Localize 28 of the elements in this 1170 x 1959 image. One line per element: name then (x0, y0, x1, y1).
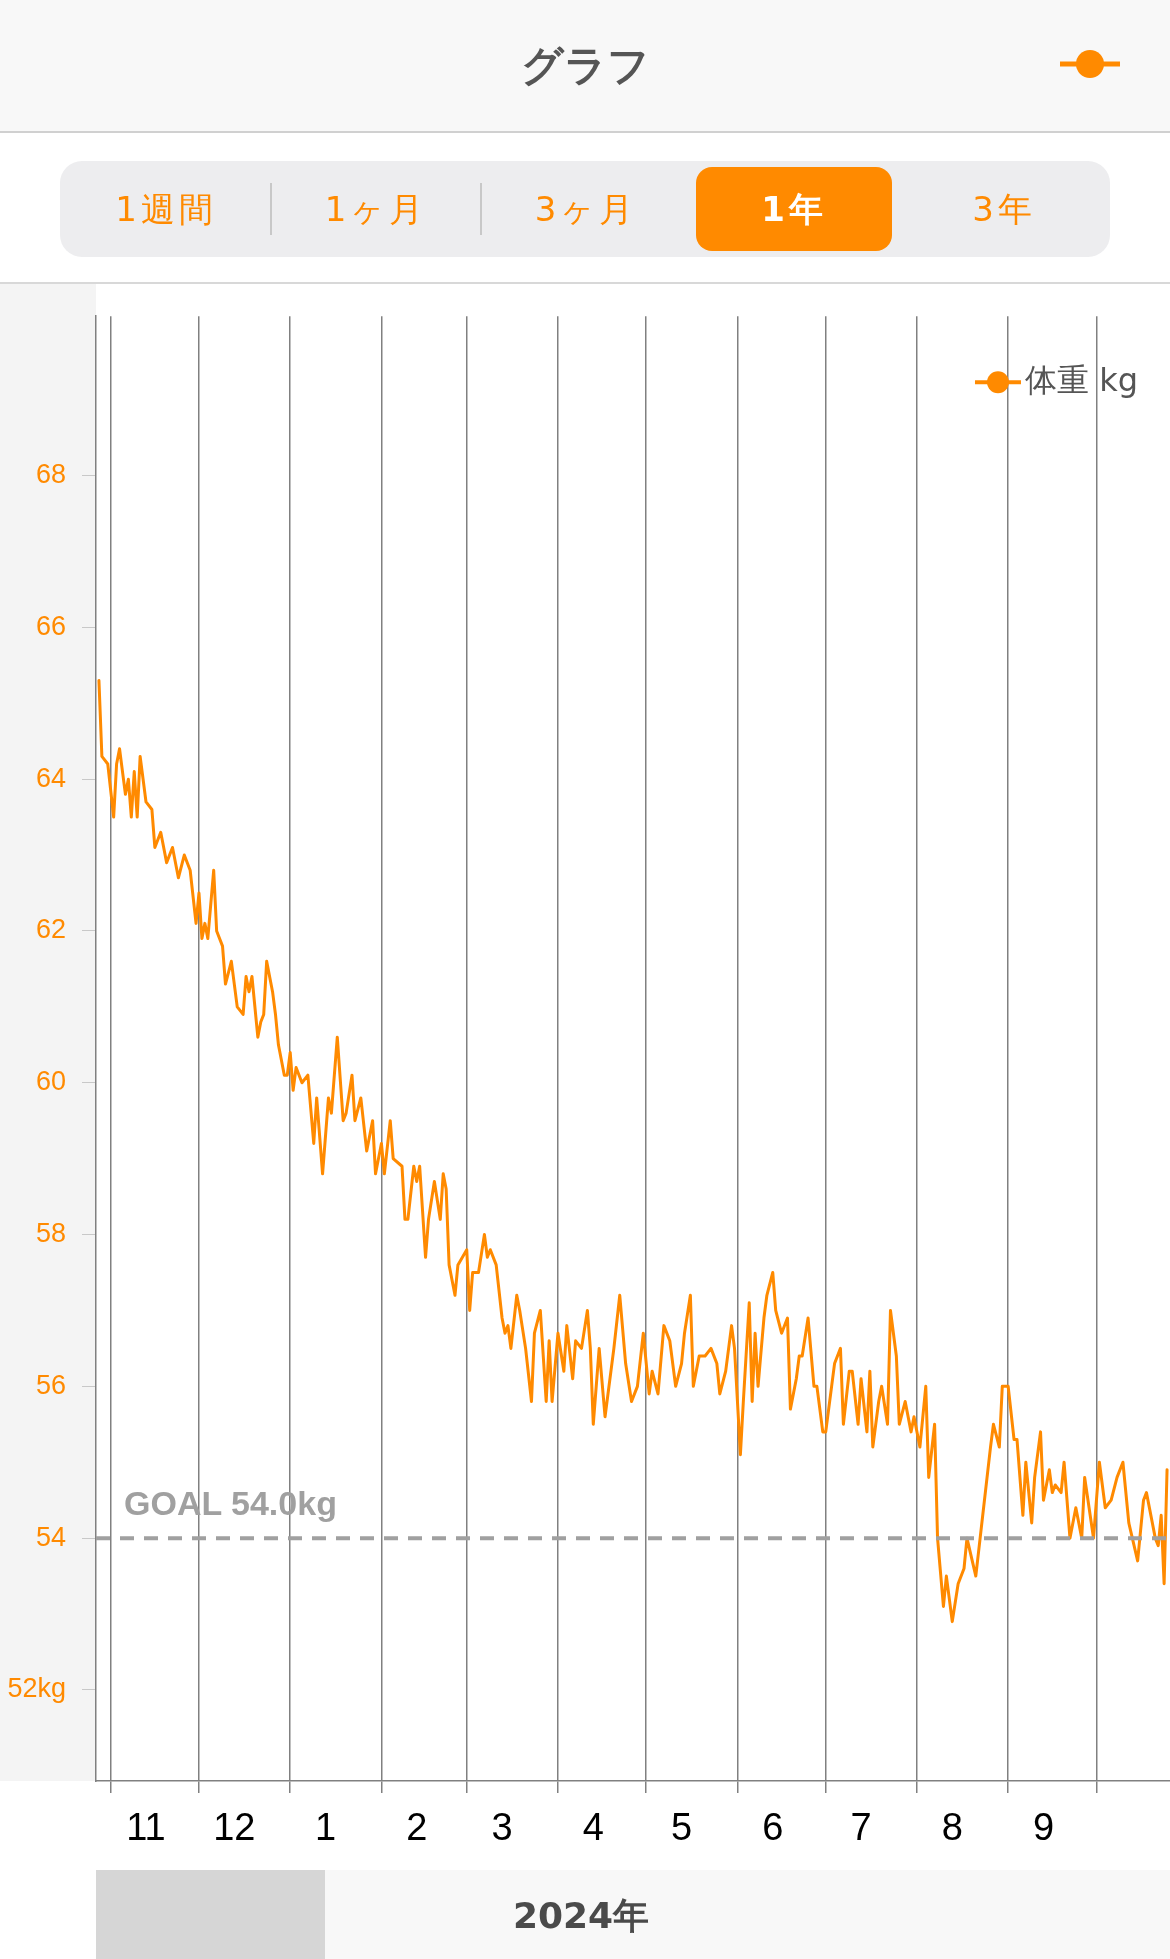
text: 3年 (971, 188, 1037, 231)
text: 1週間 (114, 188, 218, 231)
text: 1ヶ月 (323, 188, 429, 231)
text: 1年 (696, 167, 892, 251)
x-tick-label: 7 (850, 1806, 872, 1849)
x-tick-label: 12 (213, 1806, 256, 1849)
x-tick-label: 2 (406, 1806, 428, 1849)
x-tick-label: 8 (941, 1806, 963, 1849)
chart-title: グラフ (519, 40, 651, 92)
x-tick-label: 4 (582, 1806, 604, 1849)
x-tick-label: 9 (1032, 1806, 1055, 1849)
y-tick-label: 62 (35, 914, 66, 945)
x-tick-label: 6 (762, 1806, 784, 1849)
y-tick-label: 52kg (7, 1673, 66, 1704)
text: 2024年 (511, 1894, 651, 1938)
x-tick-label: 3 (491, 1806, 513, 1849)
x-tick-label: 11 (126, 1806, 166, 1849)
y-tick-label: 64 (35, 762, 66, 793)
x-tick-label: 5 (670, 1806, 693, 1849)
y-tick-label: 54 (35, 1521, 66, 1552)
y-tick-label: 68 (35, 459, 66, 490)
text: 3ヶ月 (533, 188, 639, 231)
y-tick-label: 66 (35, 610, 66, 641)
y-tick-label: 56 (35, 1369, 66, 1400)
x-tick-label: 1 (314, 1806, 337, 1849)
y-tick-label: 58 (35, 1218, 66, 1248)
y-tick-label: 60 (35, 1066, 66, 1097)
legend-label: 体重 kg (1024, 360, 1138, 399)
